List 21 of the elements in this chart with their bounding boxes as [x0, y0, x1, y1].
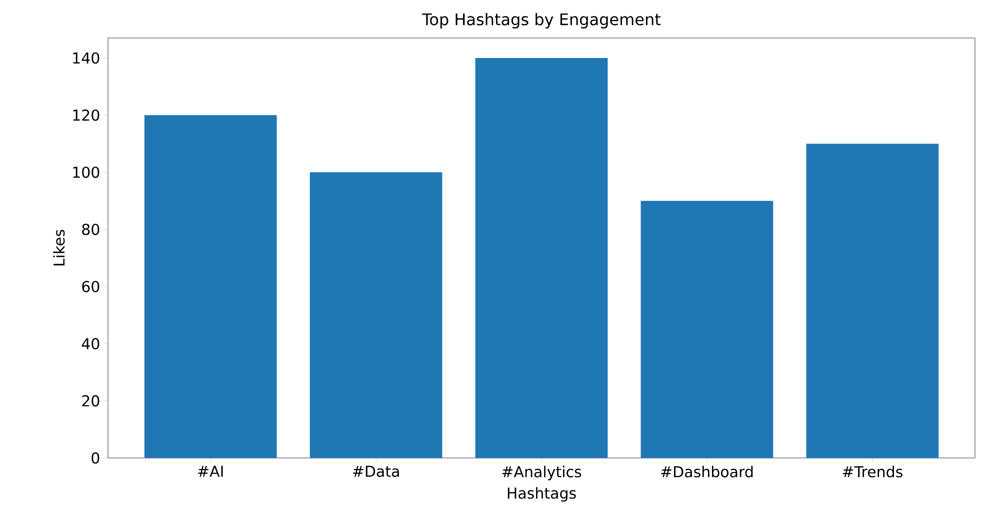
bar — [475, 58, 608, 458]
y-tick-label: 80 — [82, 224, 100, 236]
y-tick-label: 100 — [73, 166, 100, 178]
x-tick-label: #Analytics — [502, 466, 582, 480]
bar — [806, 144, 939, 458]
x-tick-label: #Dashboard — [661, 466, 753, 478]
y-tick-label: 140 — [73, 52, 100, 64]
x-tick-label: #Data — [353, 466, 399, 477]
bar — [640, 200, 774, 458]
bar — [310, 172, 442, 458]
y-tick-label: 20 — [82, 395, 100, 407]
y-tick-label: 120 — [73, 109, 100, 121]
y-axis-title: Likes — [53, 230, 65, 266]
x-tick-label: #Trends — [842, 466, 902, 478]
bar — [144, 115, 277, 458]
y-tick-label: 60 — [82, 280, 100, 292]
chart-title: Top Hashtags by Engagement — [422, 12, 661, 28]
x-axis-title: Hashtags — [508, 487, 576, 502]
y-tick-label: 40 — [82, 338, 100, 350]
y-tick-label: 0 — [92, 452, 100, 464]
x-tick-label: #AI — [198, 466, 223, 477]
